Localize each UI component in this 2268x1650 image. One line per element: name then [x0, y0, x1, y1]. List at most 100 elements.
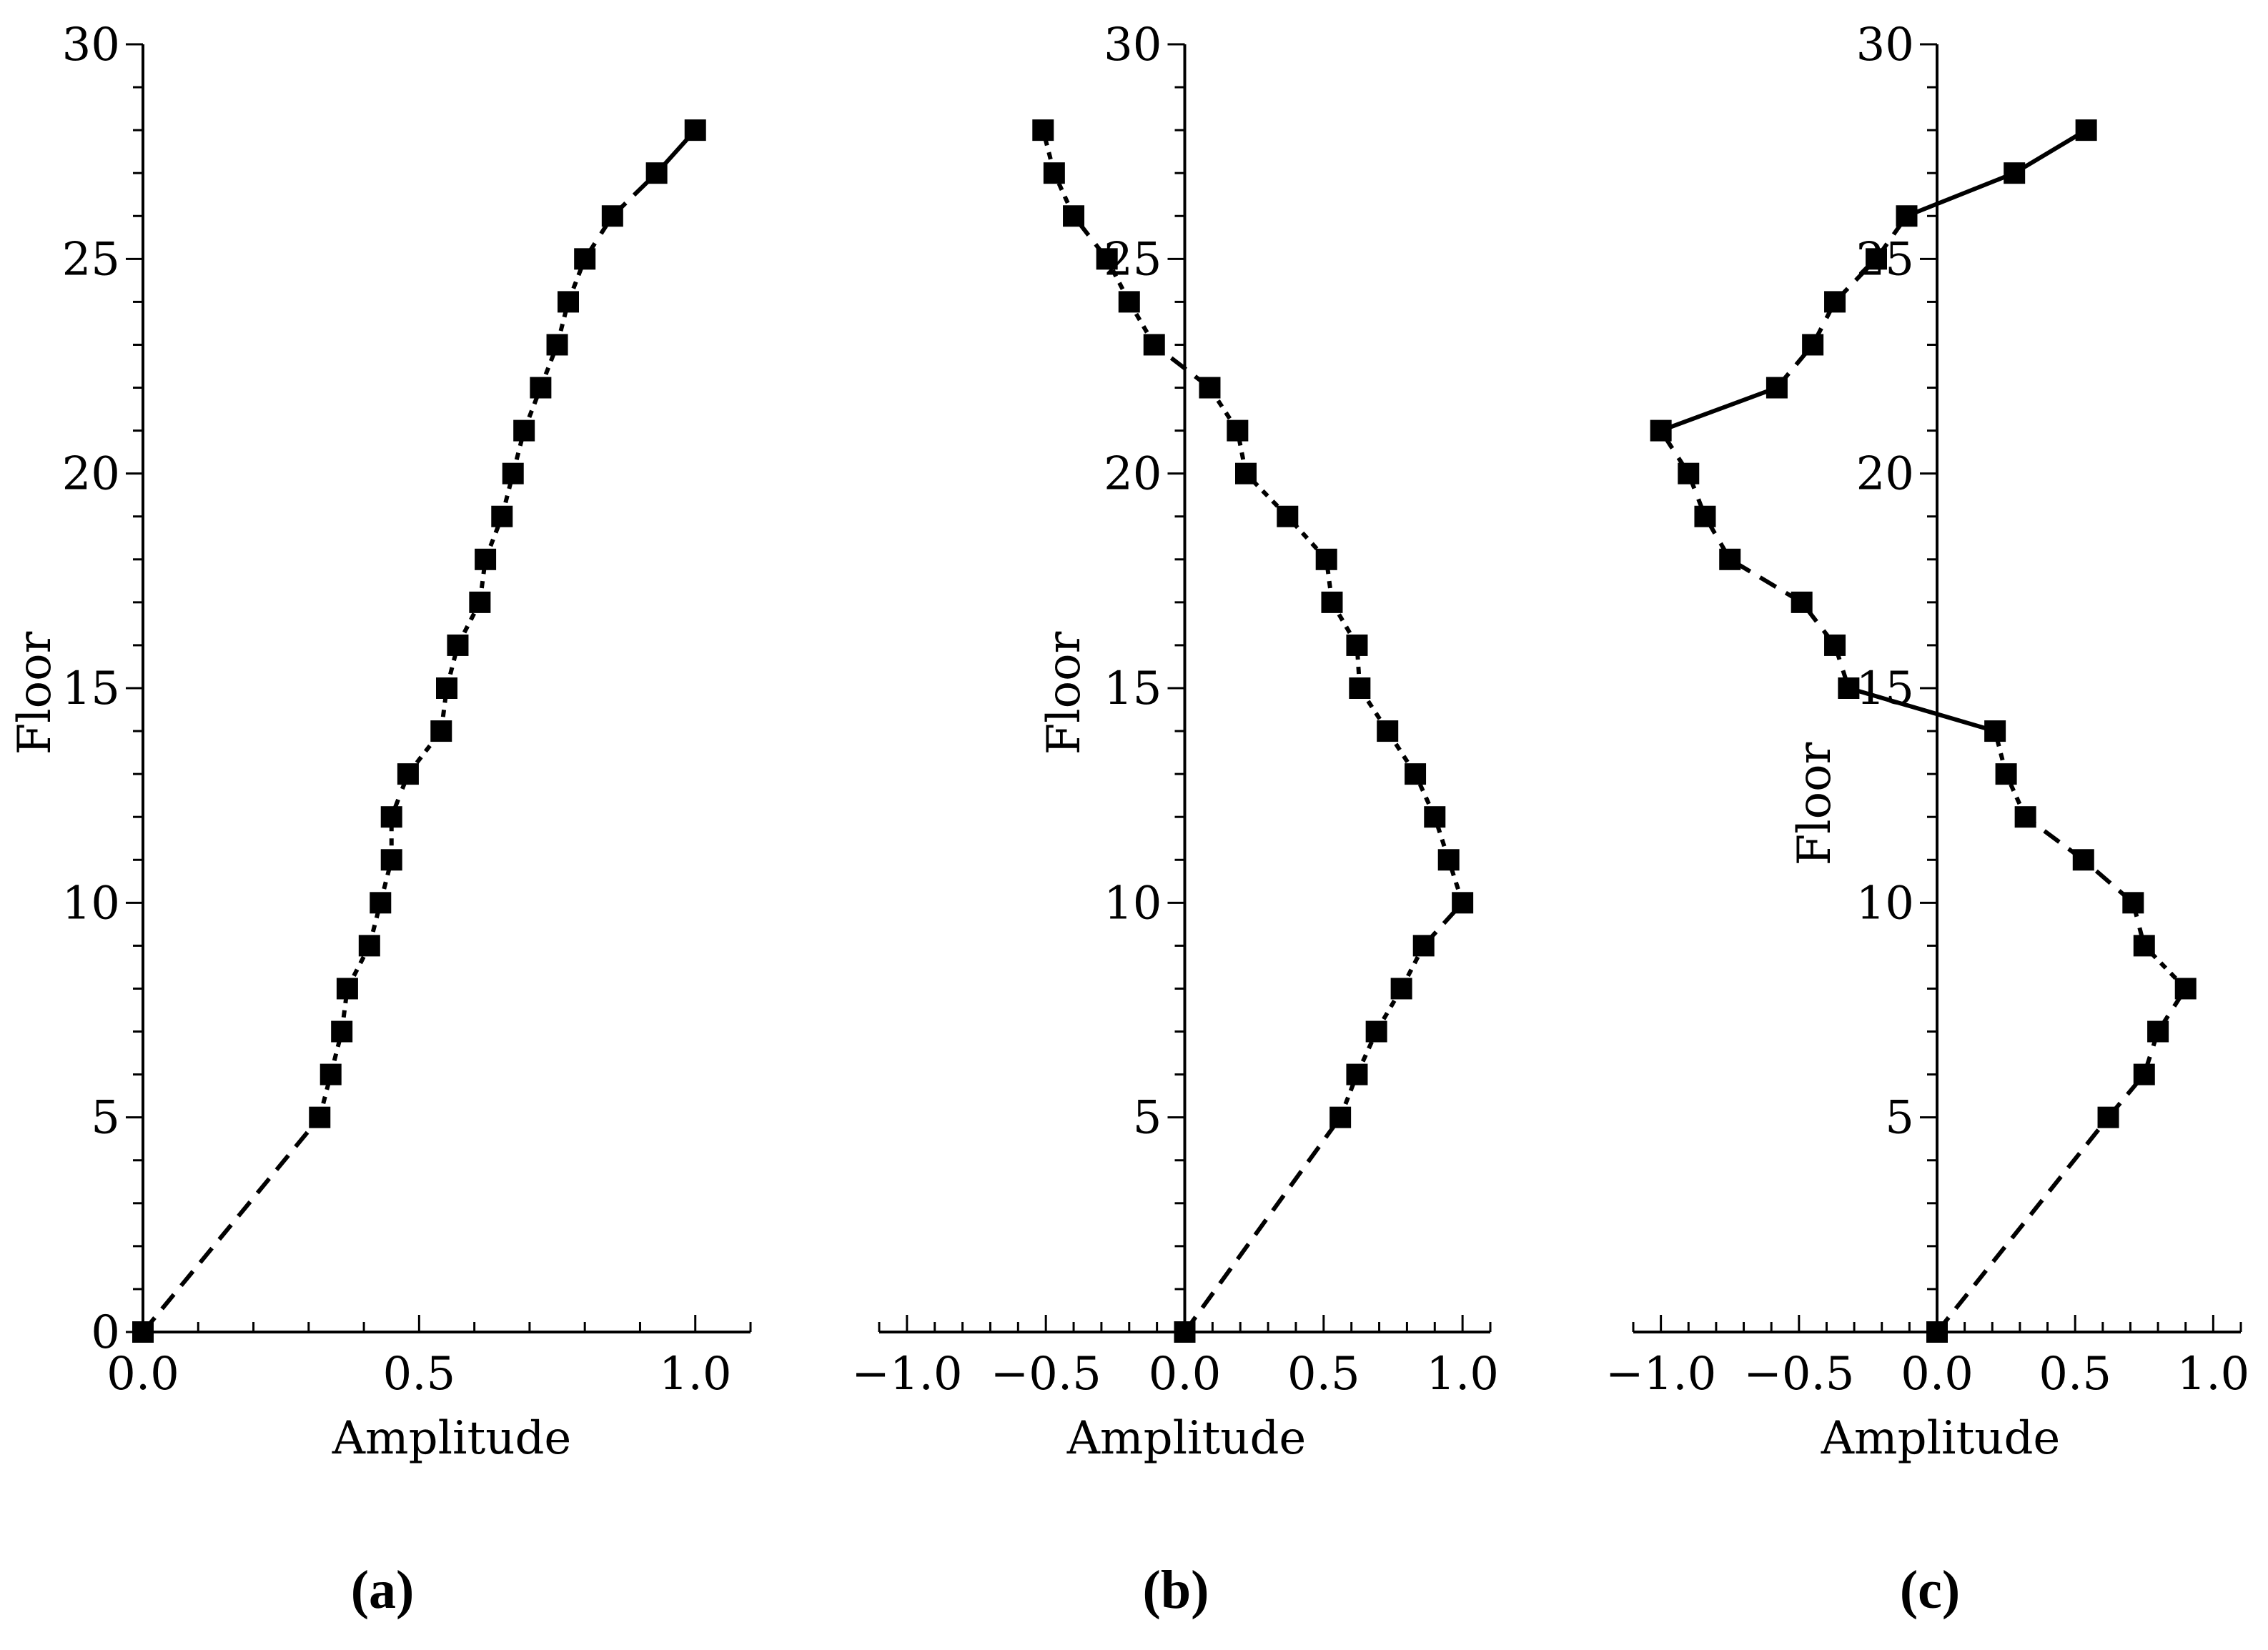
- x-tick-label: −1.0: [1605, 1348, 1716, 1401]
- series-line-segment: [1183, 1115, 1342, 1333]
- data-point-floor-22: [530, 377, 552, 399]
- x-tick-label: 0.0: [1901, 1348, 1974, 1401]
- x-axis-title: Amplitude: [1821, 1412, 2061, 1465]
- data-point-floor-10: [2122, 892, 2144, 914]
- series-line-segment: [141, 1115, 322, 1333]
- data-point-floor-17: [469, 591, 491, 613]
- series-line-segment: [1848, 686, 1996, 733]
- panel-c: −1.0−0.50.00.51.051015202530AmplitudeFlo…: [1605, 19, 2249, 1620]
- data-point-floor-7: [331, 1020, 353, 1043]
- data-point-floor-13: [397, 763, 419, 785]
- y-tick-label: 5: [1885, 1092, 1914, 1145]
- data-point-floor-23: [1802, 334, 1824, 356]
- x-tick-label: 1.0: [2177, 1348, 2249, 1401]
- data-point-floor-7: [1365, 1020, 1387, 1043]
- data-point-floor-17: [1791, 591, 1813, 613]
- series-line-segment: [1660, 385, 1778, 433]
- data-point-floor-5: [1329, 1106, 1352, 1128]
- data-point-floor-11: [380, 849, 402, 871]
- y-tick-label: 15: [1856, 662, 1914, 715]
- y-tick-label: 30: [1856, 19, 1914, 71]
- x-tick-label: −1.0: [851, 1348, 962, 1401]
- y-tick-label: 0: [91, 1306, 120, 1359]
- x-tick-label: 1.0: [1426, 1348, 1499, 1401]
- data-point-floor-27: [1043, 162, 1065, 184]
- data-point-floor-28: [684, 119, 706, 141]
- data-point-floor-11: [2072, 849, 2094, 871]
- data-point-floor-23: [1143, 334, 1165, 356]
- data-point-floor-24: [1824, 291, 1846, 313]
- data-point-floor-10: [1452, 892, 1474, 914]
- data-point-floor-6: [320, 1063, 342, 1085]
- y-tick-label: 15: [1104, 662, 1162, 715]
- y-tick-label: 5: [91, 1092, 120, 1145]
- data-point-floor-6: [1346, 1063, 1368, 1085]
- y-tick-label: 5: [1133, 1092, 1162, 1145]
- data-point-floor-22: [1199, 377, 1221, 399]
- data-point-floor-17: [1321, 591, 1343, 613]
- y-tick-label: 30: [1104, 19, 1162, 71]
- y-axis-title: Floor: [9, 631, 61, 755]
- panel-label: (c): [1900, 1560, 1960, 1620]
- data-point-floor-9: [358, 935, 380, 957]
- data-point-floor-13: [1405, 763, 1427, 785]
- data-point-floor-5: [2097, 1106, 2119, 1128]
- y-tick-label: 20: [1856, 448, 1914, 501]
- panel-a: 0.0 0.5 1.0 0 5 10 15 20 25 30 Amplitude Floor (a): [9, 19, 752, 1620]
- series-line-segment: [1728, 557, 1803, 605]
- data-point-floor-14: [1984, 720, 2006, 742]
- y-tick-label: 10: [62, 877, 120, 930]
- data-point-floor-24: [558, 291, 579, 313]
- data-point-floor-8: [336, 978, 358, 1000]
- data-point-floor-0: [1174, 1321, 1196, 1343]
- x-tick-label: −0.5: [990, 1348, 1101, 1401]
- data-point-floor-25: [1096, 248, 1118, 270]
- y-tick-label: 10: [1856, 877, 1914, 930]
- data-point-floor-18: [475, 548, 497, 570]
- data-point-floor-26: [601, 205, 623, 227]
- data-point-floor-21: [1650, 419, 1672, 442]
- data-point-floor-12: [2014, 806, 2036, 828]
- data-point-floor-6: [2133, 1063, 2155, 1085]
- data-point-floor-27: [2004, 162, 2026, 184]
- data-point-floor-13: [1995, 763, 2017, 785]
- data-point-floor-19: [491, 505, 513, 527]
- panel-label: (a): [351, 1560, 415, 1620]
- y-axis-title: Floor: [1788, 742, 1841, 865]
- x-axis-title: Amplitude: [1066, 1412, 1307, 1465]
- x-axis-title: Amplitude: [332, 1412, 572, 1465]
- y-tick-label: 25: [62, 233, 120, 286]
- x-tick-label: 0.0: [1149, 1348, 1222, 1401]
- data-point-floor-12: [380, 806, 402, 828]
- y-tick-label: 10: [1104, 877, 1162, 930]
- data-point-floor-8: [2174, 978, 2197, 1000]
- data-point-floor-10: [370, 892, 392, 914]
- data-point-floor-5: [309, 1106, 331, 1128]
- x-tick-label: −0.5: [1743, 1348, 1854, 1401]
- data-point-floor-14: [1377, 720, 1399, 742]
- y-tick-label: 20: [1104, 448, 1162, 501]
- data-point-floor-20: [1678, 462, 1700, 484]
- y-tick-label: 30: [62, 19, 120, 71]
- y-tick-label: 20: [62, 448, 120, 501]
- series-line-segment: [2013, 128, 2088, 175]
- data-point-floor-15: [1349, 677, 1371, 699]
- data-point-floor-25: [574, 248, 596, 270]
- data-point-floor-9: [2133, 935, 2155, 957]
- x-tick-label: 0.5: [2039, 1348, 2111, 1401]
- data-point-floor-18: [1719, 548, 1741, 570]
- data-point-floor-28: [2075, 119, 2097, 141]
- data-point-floor-23: [546, 334, 568, 356]
- data-point-floor-8: [1390, 978, 1412, 1000]
- panel-b: −1.0 −0.5 0.0 0.5 1.051015202530AmplitudeFlo…: [851, 19, 1499, 1620]
- data-point-floor-19: [1694, 505, 1716, 527]
- data-point-floor-15: [1838, 677, 1860, 699]
- data-point-floor-27: [645, 162, 668, 184]
- x-tick-label: 1.0: [659, 1348, 732, 1401]
- y-tick-label: 15: [62, 662, 120, 715]
- series-line-segment: [1906, 171, 2016, 219]
- data-point-floor-28: [1032, 119, 1054, 141]
- data-point-floor-0: [1926, 1321, 1948, 1343]
- x-tick-label: 0.5: [382, 1348, 455, 1401]
